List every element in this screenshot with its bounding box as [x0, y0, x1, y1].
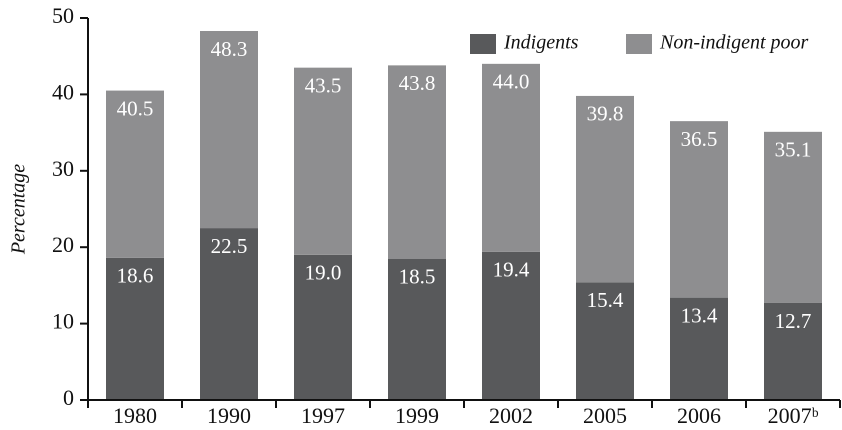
- x-tick-label: 1999: [395, 403, 439, 428]
- data-label: 40.5: [117, 96, 154, 120]
- y-tick-label: 0: [63, 385, 74, 410]
- bar-segment: [200, 228, 258, 400]
- bar-segment: [200, 30, 258, 229]
- bar-segment: [294, 67, 352, 255]
- y-tick-label: 40: [52, 79, 74, 104]
- data-label: 12.7: [775, 309, 812, 333]
- data-label: 39.8: [587, 102, 624, 126]
- bar-segment: [106, 90, 164, 258]
- bar-segment: [482, 63, 540, 252]
- y-tick-label: 20: [52, 232, 74, 257]
- bar-segment: [670, 121, 728, 298]
- data-label: 36.5: [681, 127, 718, 151]
- y-tick-label: 10: [52, 309, 74, 334]
- bar-segment: [388, 65, 446, 259]
- x-tick-label: 1990: [207, 403, 251, 428]
- bar-segment: [764, 302, 822, 400]
- y-tick-label: 50: [52, 3, 74, 28]
- bar-segment: [764, 131, 822, 303]
- data-label: 43.8: [399, 71, 436, 95]
- bar-segment: [106, 257, 164, 400]
- data-label: 43.5: [305, 73, 342, 97]
- data-label: 19.0: [305, 261, 342, 285]
- x-tick-label: 1997: [301, 403, 345, 428]
- bar-segment: [576, 282, 634, 400]
- x-tick-label: 2005: [583, 403, 627, 428]
- data-label: 44.0: [493, 70, 530, 94]
- data-label: 13.4: [681, 303, 718, 327]
- bar-segment: [294, 254, 352, 400]
- legend-label: Non-indigent poor: [659, 32, 809, 54]
- bar-segment: [576, 95, 634, 283]
- data-label: 15.4: [587, 288, 624, 312]
- data-label: 22.5: [211, 234, 248, 258]
- data-label: 18.5: [399, 264, 436, 288]
- bar-segment: [482, 251, 540, 400]
- legend-swatch: [626, 34, 652, 54]
- data-label: 19.4: [493, 258, 530, 282]
- legend-label: Indigents: [503, 32, 579, 54]
- legend-swatch: [470, 34, 496, 54]
- x-tick-label: 1980: [113, 403, 157, 428]
- x-tick-label: 2002: [489, 403, 533, 428]
- x-tick-label: 2006: [677, 403, 721, 428]
- y-tick-label: 30: [52, 156, 74, 181]
- bar-segment: [388, 258, 446, 400]
- x-tick-label: 2007ᵇ: [768, 403, 819, 428]
- bar-segment: [670, 297, 728, 400]
- data-label: 18.6: [117, 264, 154, 288]
- data-label: 35.1: [775, 138, 812, 162]
- data-label: 48.3: [211, 37, 248, 61]
- y-axis-label: Percentage: [8, 164, 30, 255]
